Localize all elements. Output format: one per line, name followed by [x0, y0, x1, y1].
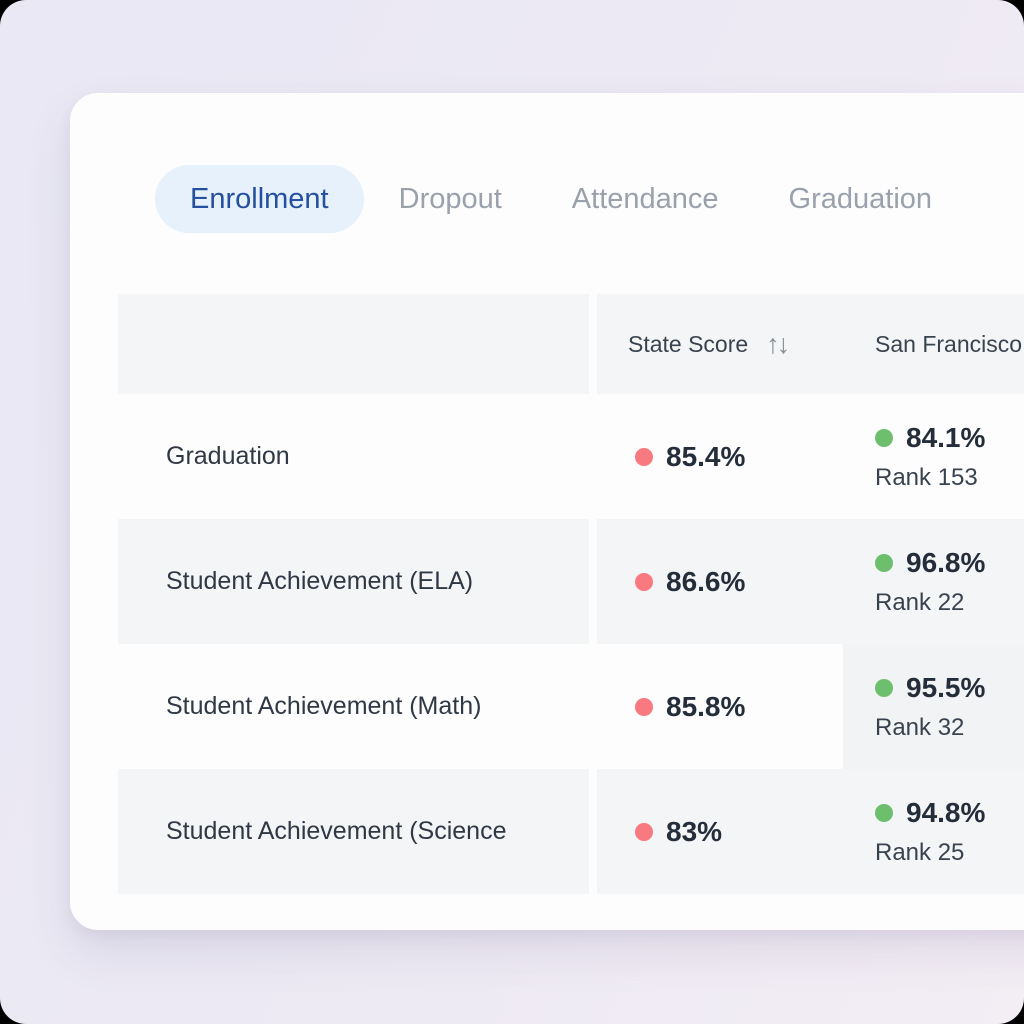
table-row: Student Achievement (ELA) 86.6% 96.8% Ra…: [118, 519, 1024, 644]
table-row: Graduation 85.4% 84.1% Rank 153: [118, 394, 1024, 519]
sf-score-status-dot-icon: [875, 553, 893, 572]
sf-score-value: 95.5%: [906, 671, 986, 703]
state-score-cell: 85.4%: [597, 394, 843, 519]
state-score-status-dot-icon: [635, 697, 653, 716]
state-score-status-dot-icon: [635, 447, 653, 466]
sf-score-value: 94.8%: [906, 796, 986, 828]
tab-graduation[interactable]: Graduation: [788, 182, 933, 215]
sort-arrows-icon[interactable]: ↑↓: [766, 328, 790, 359]
sf-score-value: 96.8%: [906, 546, 986, 578]
table-row: Student Achievement (Math) 85.8% 95.5% R…: [118, 644, 1024, 769]
sf-score-status-dot-icon: [875, 803, 893, 822]
table-row: Student Achievement (Science 83% 94.8% R…: [118, 769, 1024, 894]
san-francisco-header-label: San Francisco: [875, 330, 1023, 357]
san-francisco-column-header[interactable]: San Francisco: [843, 294, 1024, 394]
criteria-cell: Student Achievement (Science: [118, 769, 589, 894]
state-score-status-dot-icon: [635, 572, 653, 591]
state-score-value: 83%: [666, 815, 723, 847]
tab-attendance[interactable]: Attendance: [571, 182, 719, 215]
criteria-cell: Graduation: [166, 442, 290, 470]
sf-rank-value: Rank 32: [875, 713, 965, 741]
sf-score-status-dot-icon: [875, 678, 893, 697]
tab-enrollment[interactable]: Enrollment: [155, 165, 364, 233]
sf-score-value: 84.1%: [906, 421, 986, 453]
metrics-card: Enrollment Dropout Attendance Graduation St…: [70, 93, 1024, 930]
criteria-header-cell: [118, 294, 589, 394]
san-francisco-cell: 94.8% Rank 25: [843, 769, 1024, 894]
state-score-column-header[interactable]: State Score ↑↓: [597, 294, 843, 394]
criteria-cell: Student Achievement (Math): [166, 692, 482, 720]
state-score-header-label: State Score: [628, 330, 749, 357]
tab-bar: Enrollment Dropout Attendance Graduation: [155, 165, 1024, 233]
state-score-cell: 85.8%: [597, 644, 843, 769]
table-body: Graduation 85.4% 84.1% Rank 153 Student …: [118, 394, 1024, 894]
san-francisco-cell: 95.5% Rank 32: [843, 644, 1024, 769]
state-score-value: 85.4%: [666, 440, 746, 472]
sf-rank-value: Rank 153: [875, 463, 978, 491]
state-score-cell: 86.6%: [597, 519, 843, 644]
state-score-value: 86.6%: [666, 565, 746, 597]
tab-dropout[interactable]: Dropout: [398, 182, 502, 215]
san-francisco-cell: 84.1% Rank 153: [843, 394, 1024, 519]
sf-rank-value: Rank 25: [875, 838, 965, 866]
state-score-status-dot-icon: [635, 822, 653, 841]
sf-rank-value: Rank 22: [875, 588, 965, 616]
state-score-cell: 83%: [597, 769, 843, 894]
criteria-cell: Student Achievement (ELA): [118, 519, 589, 644]
sf-score-status-dot-icon: [875, 428, 893, 447]
san-francisco-cell: 96.8% Rank 22: [843, 519, 1024, 644]
metrics-table: State Score ↑↓ San Francisco Graduation …: [118, 294, 1024, 894]
table-header: State Score ↑↓ San Francisco: [118, 294, 1024, 394]
state-score-value: 85.8%: [666, 690, 746, 722]
